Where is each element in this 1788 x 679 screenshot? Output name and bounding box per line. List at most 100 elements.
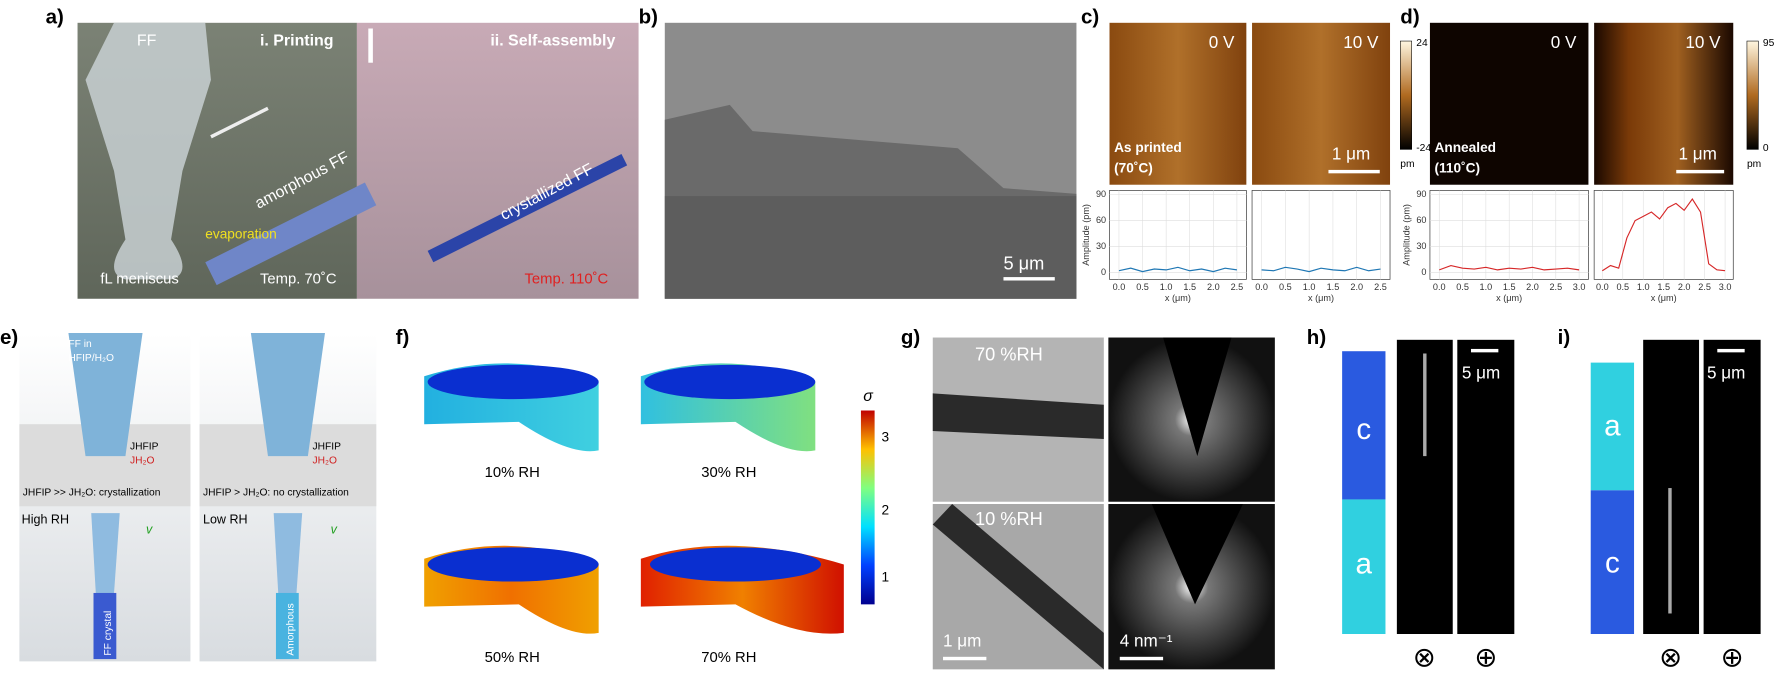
label: JHFIP [312, 442, 341, 453]
label: a [1356, 547, 1373, 580]
label: Amorphous [285, 603, 296, 655]
scale-label: 4 nm⁻¹ [1120, 632, 1173, 651]
label: v [331, 523, 338, 537]
scale-label: 5 μm [1003, 252, 1044, 273]
scale-bar [1119, 656, 1164, 661]
panel-label: d) [1400, 6, 1419, 29]
y-axis-label: Amplitude (pm) [1402, 204, 1412, 266]
beam-stop [1163, 337, 1232, 457]
y-tick-label: 30 [1096, 241, 1106, 251]
x-axis-label: x (μm) [1651, 293, 1677, 303]
nozzle [68, 332, 143, 457]
segment-c [1590, 490, 1635, 635]
label: As printed [1114, 140, 1182, 155]
arrow [210, 106, 269, 139]
sem-shadow [664, 196, 1077, 299]
x-tick-label: 1.0 [1637, 282, 1650, 292]
x-tick-label: 1.0 [1160, 282, 1173, 292]
data-line [1439, 264, 1580, 271]
shg-signal [1423, 353, 1427, 457]
crystal-ribbon [427, 153, 628, 263]
label: Annealed [1434, 140, 1496, 155]
x-tick-label: 2.5 [1231, 282, 1244, 292]
colorbar-label: 95 [1763, 38, 1775, 49]
segment-a [1590, 362, 1635, 491]
label: fL meniscus [100, 271, 178, 287]
colorbar [1400, 40, 1412, 150]
label: 70 %RH [975, 344, 1043, 365]
label: Temp. 70˚C [260, 271, 337, 287]
colorbar-title: σ [863, 388, 874, 405]
data-line [1602, 198, 1726, 272]
label: JHFIP >> JH₂O: crystallization [23, 487, 161, 498]
x-axis-label: x (μm) [1165, 293, 1191, 303]
ff-amorphous [275, 592, 299, 660]
y-axis-label: Amplitude (pm) [1081, 204, 1091, 266]
x-tick-label: 1.0 [1303, 282, 1316, 292]
x-tick-label: 2.0 [1526, 282, 1539, 292]
y-tick-label: 60 [1416, 215, 1426, 225]
panel-label: a) [46, 6, 64, 29]
polarization-symbol: ⊗ [1413, 641, 1436, 672]
x-axis-label: x (μm) [1496, 293, 1522, 303]
scale-bar [943, 656, 987, 661]
x-tick-label: 2.0 [1207, 282, 1220, 292]
beam-stop [1151, 504, 1243, 605]
x-tick-label: 2.0 [1678, 282, 1691, 292]
plot-frame [1251, 190, 1391, 280]
y-tick-label: 0 [1101, 267, 1106, 277]
label: ii. Self-assembly [490, 32, 615, 49]
label: i. Printing [260, 32, 334, 49]
x-axis-label: x (μm) [1308, 293, 1334, 303]
scale-label: 5 μm [1462, 364, 1500, 383]
label: FF crystal [103, 611, 114, 656]
label: v [146, 523, 153, 537]
afm-image [1429, 22, 1589, 185]
y-tick-label: 90 [1416, 189, 1426, 199]
panel-label: f) [396, 326, 410, 349]
data-line [1118, 266, 1237, 273]
figure-body: a) FF i. Printing ii. Self-assembly amor… [0, 6, 1775, 673]
label: 10 %RH [975, 508, 1043, 529]
afm-image [1109, 22, 1247, 185]
panel-label: c) [1081, 6, 1099, 29]
nozzle [85, 22, 211, 280]
colorbar-unit: pm [1747, 159, 1761, 170]
scale-label: 5 μm [1707, 364, 1745, 383]
plot-frame [1109, 190, 1247, 280]
scale-bar [1003, 277, 1055, 281]
afm-image [1252, 22, 1391, 185]
label: 0 V [1551, 33, 1577, 52]
y-tick-label: 30 [1416, 241, 1426, 251]
shg-image [1703, 339, 1761, 635]
label: 10 V [1685, 33, 1721, 52]
afm-image [1594, 22, 1734, 185]
label: 10% RH [485, 465, 540, 481]
segment-a [1342, 499, 1386, 635]
label: Temp. 110˚C [525, 271, 609, 287]
label: HFIP/H₂O [68, 353, 114, 364]
label: (110˚C) [1434, 160, 1480, 175]
label: JHFIP [130, 442, 159, 453]
label: JHFIP > JH₂O: no crystallization [203, 487, 349, 498]
x-tick-label: 0.5 [1456, 282, 1469, 292]
label: FF [137, 32, 157, 49]
label: High RH [22, 512, 69, 526]
label: c [1356, 413, 1371, 446]
label: 0 V [1209, 33, 1235, 52]
x-tick-label: 3.0 [1719, 282, 1732, 292]
tem-fiber [932, 504, 1104, 670]
colorbar-label: 1 [881, 570, 889, 585]
x-tick-label: 1.5 [1183, 282, 1196, 292]
polarization-symbol: ⊕ [1721, 641, 1744, 672]
render-image [356, 22, 639, 299]
label: 10 V [1343, 33, 1379, 52]
panel-label: g) [901, 326, 920, 349]
nozzle [91, 513, 120, 593]
x-tick-label: 2.5 [1549, 282, 1562, 292]
colorbar-label: -24 [1416, 143, 1431, 154]
scale-label: 1 μm [943, 632, 981, 651]
x-tick-label: 2.5 [1374, 282, 1387, 292]
shg-image [1457, 339, 1515, 635]
